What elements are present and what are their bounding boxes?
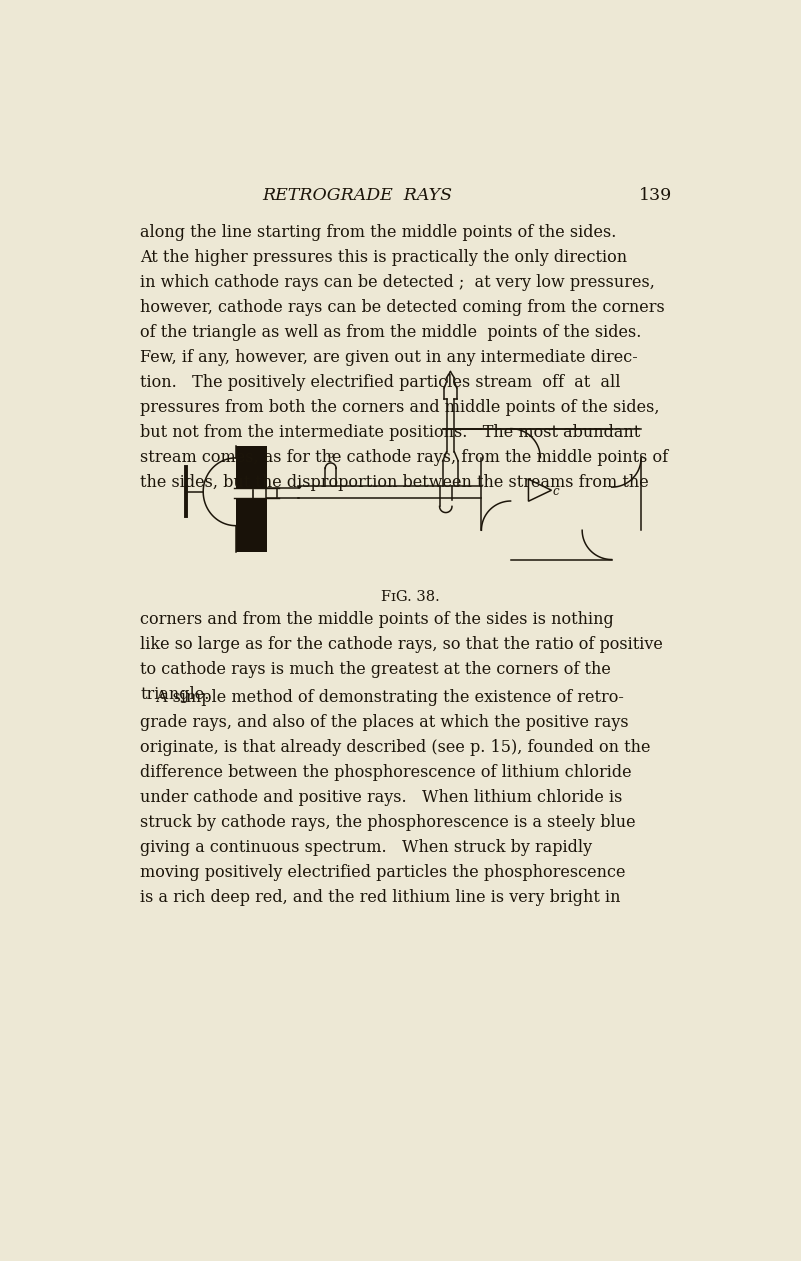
Text: corners and from the middle points of the sides is nothing
like so large as for : corners and from the middle points of th… [140,612,663,704]
Text: along the line starting from the middle points of the sides.
At the higher press: along the line starting from the middle … [140,223,669,492]
Bar [266,488,277,498]
Text: 139: 139 [639,187,672,204]
Text: o: o [328,451,334,460]
Text: A simple method of demonstrating the existence of retro-
grade rays, and also of: A simple method of demonstrating the exi… [140,689,651,907]
Text: RETROGRADE  RAYS: RETROGRADE RAYS [263,187,453,204]
Text: c: c [553,485,559,498]
Bar [235,498,267,552]
Bar [235,445,267,488]
Text: FɪG. 38.: FɪG. 38. [381,590,440,604]
